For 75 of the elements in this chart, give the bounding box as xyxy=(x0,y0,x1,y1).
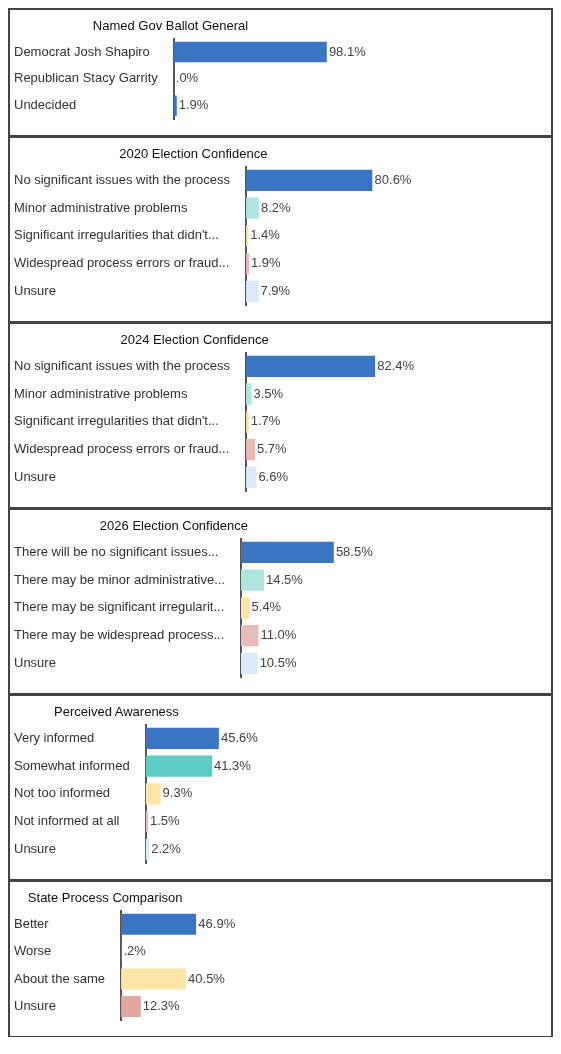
y-tick-label: Unsure xyxy=(14,840,56,856)
chart-title: 2024 Election Confidence xyxy=(120,332,269,348)
y-tick-label: No significant issues with the process xyxy=(14,358,231,374)
y-tick-label: Widespread process errors or fraud... xyxy=(14,441,230,457)
bar xyxy=(246,355,376,378)
data-label: 82.4% xyxy=(377,358,415,374)
chart-title: Perceived Awareness xyxy=(54,704,180,720)
y-tick-label: There may be minor administrative... xyxy=(14,571,225,587)
y-tick-label: There may be widespread process... xyxy=(14,627,225,643)
data-label: 2.2% xyxy=(151,840,182,856)
y-tick-label: Better xyxy=(14,915,50,931)
data-label: 3.5% xyxy=(253,385,284,401)
chart-title: State Process Comparison xyxy=(27,890,183,906)
data-label: .2% xyxy=(123,943,147,959)
y-tick-label: Not too informed xyxy=(14,785,111,801)
chart-title: Named Gov Ballot General xyxy=(92,18,249,34)
data-label: 8.2% xyxy=(260,199,291,215)
y-tick-label: Republican Stacy Garrity xyxy=(14,70,159,86)
y-tick-label: Unsure xyxy=(14,998,56,1014)
data-label: 1.9% xyxy=(178,97,209,113)
y-tick-label: Somewhat informed xyxy=(14,757,130,773)
bar xyxy=(240,541,334,564)
data-label: 5.4% xyxy=(251,599,282,615)
data-label: 1.5% xyxy=(150,813,181,829)
y-tick-label: Widespread process errors or fraud... xyxy=(14,255,230,271)
bar xyxy=(145,755,213,777)
data-label: 41.3% xyxy=(214,757,252,773)
data-label: 7.9% xyxy=(260,282,291,298)
y-tick-label: No significant issues with the process xyxy=(14,172,231,188)
y-tick-label: Very informed xyxy=(14,730,95,746)
y-tick-label: Significant irregularities that didn't... xyxy=(14,413,219,429)
bar xyxy=(246,169,373,192)
y-tick-label: Worse xyxy=(14,943,52,959)
bar xyxy=(246,197,259,219)
y-tick-label: Minor administrative problems xyxy=(14,385,188,401)
data-label: 1.7% xyxy=(250,413,281,429)
y-tick-label: Significant irregularities that didn't... xyxy=(14,227,219,243)
y-tick-label: Undecided xyxy=(14,97,77,113)
data-label: 6.6% xyxy=(258,468,289,484)
bar xyxy=(240,597,250,619)
bar xyxy=(240,652,258,674)
data-label: 40.5% xyxy=(188,970,226,986)
bar xyxy=(121,996,141,1017)
y-tick-label: There will be no significant issues... xyxy=(14,544,219,560)
data-label: 12.3% xyxy=(142,998,181,1014)
data-label: 1.4% xyxy=(250,227,281,243)
bar xyxy=(145,783,161,805)
y-tick-label: Minor administrative problems xyxy=(14,199,188,215)
data-label: 58.5% xyxy=(335,544,374,560)
data-label: 46.9% xyxy=(198,915,236,931)
bar xyxy=(246,383,252,405)
bar xyxy=(121,968,187,990)
data-label: 5.7% xyxy=(256,441,288,457)
y-tick-label: Unsure xyxy=(14,654,56,670)
y-tick-label: Democrat Josh Shapiro xyxy=(14,43,150,59)
data-label: .0% xyxy=(175,70,199,86)
y-tick-label: Unsure xyxy=(14,468,56,484)
bar xyxy=(145,727,219,750)
y-tick-label: There may be significant irregularit... xyxy=(14,599,225,615)
data-label: 98.1% xyxy=(328,43,367,59)
y-tick-label: Unsure xyxy=(14,282,56,298)
bar xyxy=(240,625,259,647)
data-label: 10.5% xyxy=(259,654,297,670)
chart-title: 2020 Election Confidence xyxy=(119,146,268,162)
chart-title: 2026 Election Confidence xyxy=(99,518,249,534)
data-label: 9.3% xyxy=(162,785,193,801)
bar xyxy=(240,569,264,591)
data-label: 80.6% xyxy=(374,172,412,188)
data-label: 11.0% xyxy=(260,627,297,643)
data-label: 45.6% xyxy=(220,730,259,746)
y-tick-label: About the same xyxy=(14,970,106,986)
y-tick-label: Not informed at all xyxy=(14,813,120,829)
data-label: 14.5% xyxy=(266,571,304,587)
bar xyxy=(121,913,197,935)
data-label: 1.9% xyxy=(251,255,282,271)
